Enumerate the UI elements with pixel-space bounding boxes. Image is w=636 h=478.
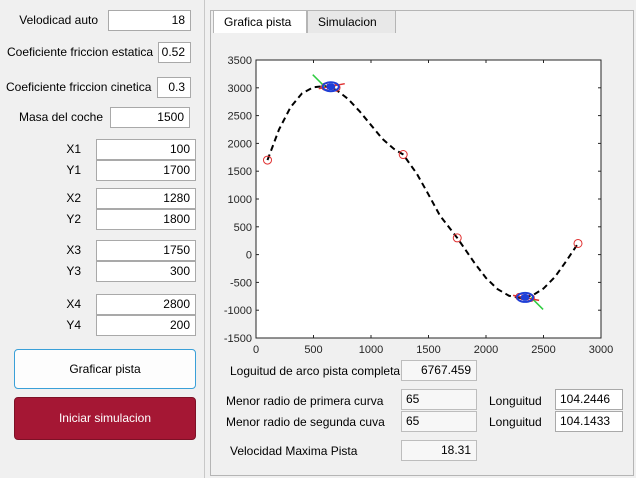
arco-label: Loguitud de arco pista completa [230, 364, 401, 378]
x-tick-label: 0 [253, 344, 259, 353]
y-tick-label: 2500 [228, 111, 252, 123]
velocidad-input[interactable]: 18 [108, 10, 191, 31]
longitud2-label: Longuitud [489, 415, 542, 429]
y4-label: Y4 [66, 318, 81, 332]
fric-est-input[interactable]: 0.52 [158, 42, 191, 63]
y2-input[interactable]: 1800 [96, 209, 196, 230]
masa-label: Masa del coche [18, 110, 103, 124]
longitud2-value: 104.1433 [555, 411, 623, 432]
vmax-label: Velocidad Maxima Pista [230, 444, 358, 458]
y3-label: Y3 [66, 264, 81, 278]
x-tick-label: 2000 [474, 344, 498, 353]
control-point-marker [452, 233, 462, 243]
arco-value: 6767.459 [401, 360, 477, 381]
control-point-marker [263, 155, 272, 165]
input-panel: Velodicad auto 18 Coeficiente friccion e… [0, 0, 205, 478]
x-tick-label: 2500 [531, 344, 555, 353]
control-point-marker [573, 238, 583, 248]
radio1-label: Menor radio de primera curva [226, 394, 384, 408]
y-tick-label: 1000 [228, 194, 252, 206]
tab-grafica-pista[interactable]: Grafica pista [213, 10, 307, 34]
x2-label: X2 [66, 191, 81, 205]
fric-est-label: Coeficiente friccion estatica [7, 45, 154, 59]
x1-input[interactable]: 100 [96, 139, 196, 160]
tab-group [210, 10, 634, 476]
track-chart: 0 500 1000 1500 2000 2500 3000 3500 3000 2500 2000… [224, 55, 613, 353]
y3-input[interactable]: 300 [96, 261, 196, 282]
y4-input[interactable]: 200 [96, 315, 196, 336]
graficar-pista-button[interactable]: Graficar pista [14, 349, 196, 389]
longitud1-value: 104.2446 [555, 389, 623, 410]
y1-input[interactable]: 1700 [96, 160, 196, 181]
x-tick-label: 500 [304, 344, 322, 353]
y-tick-label: 500 [234, 222, 252, 234]
y-tick-label: -1500 [224, 333, 252, 345]
y-tick-label: 0 [246, 250, 252, 262]
x-tick-label: 1000 [359, 344, 383, 353]
control-point-marker [398, 150, 408, 160]
y-tick-label: 2000 [228, 138, 252, 150]
y-tick-label: 1500 [228, 166, 252, 178]
masa-input[interactable]: 1500 [110, 107, 190, 128]
car-body [516, 291, 535, 303]
y-tick-label: -500 [230, 277, 252, 289]
radio2-label: Menor radio de segunda cuva [226, 415, 385, 429]
vmax-value: 18.31 [401, 440, 477, 461]
x3-label: X3 [66, 243, 81, 257]
y-tick-label: 3500 [228, 55, 252, 67]
tab-simulacion[interactable]: Simulacion [307, 10, 396, 33]
fric-cin-label: Coeficiente friccion cinetica [6, 80, 152, 94]
car-body [321, 81, 340, 93]
radio1-value: 65 [401, 389, 477, 410]
x2-input[interactable]: 1280 [96, 188, 196, 209]
iniciar-simulacion-button[interactable]: Iniciar simulacion [14, 397, 196, 440]
y-tick-label: 3000 [228, 83, 252, 95]
y1-label: Y1 [66, 163, 81, 177]
fric-cin-input[interactable]: 0.3 [157, 77, 191, 98]
x-tick-label: 1500 [416, 344, 440, 353]
x1-label: X1 [66, 142, 81, 156]
grafica-pista-panel: 0 500 1000 1500 2000 2500 3000 3500 3000 2500 2000… [213, 33, 632, 473]
radio2-value: 65 [401, 411, 477, 432]
x4-input[interactable]: 2800 [96, 294, 196, 315]
car-center [326, 83, 336, 91]
x4-label: X4 [66, 297, 81, 311]
y-tick-label: -1000 [224, 305, 252, 317]
x-tick-label: 3000 [589, 344, 613, 353]
plot-area [255, 59, 602, 339]
car-center [520, 293, 530, 301]
longitud1-label: Longuitud [489, 394, 542, 408]
velocidad-label: Velodicad auto [19, 13, 98, 27]
y2-label: Y2 [66, 212, 81, 226]
x3-input[interactable]: 1750 [96, 240, 196, 261]
